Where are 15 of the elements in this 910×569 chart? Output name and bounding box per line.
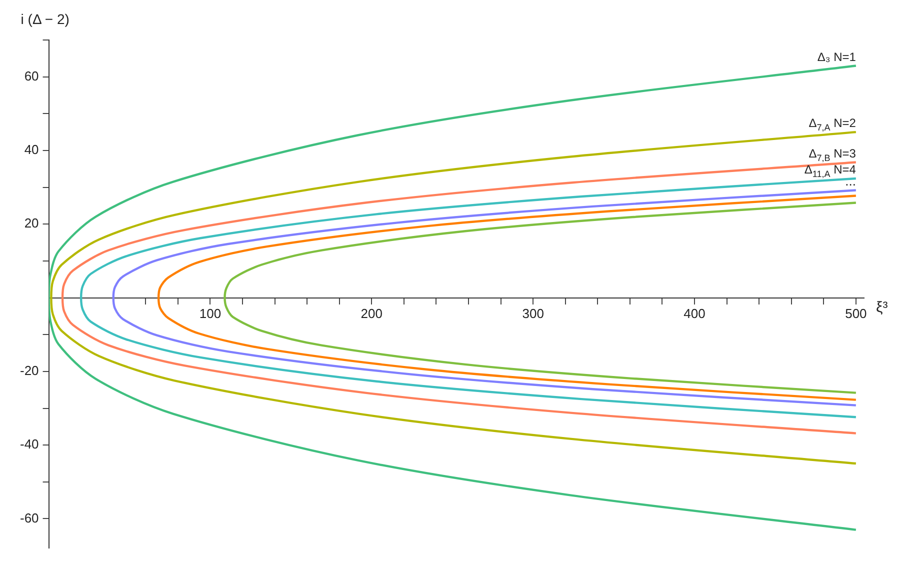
y-tick-label: -60 bbox=[20, 510, 39, 526]
y-tick-label: -20 bbox=[20, 363, 39, 378]
x-tick-label: 500 bbox=[845, 306, 867, 322]
x-axis-title: ξ³ bbox=[876, 298, 888, 316]
y-tick-label: 60 bbox=[24, 68, 39, 84]
y-axis-title: i (Δ − 2) bbox=[20, 11, 70, 27]
series-label: Δ₃ N=1 bbox=[817, 50, 856, 64]
x-tick-label: 300 bbox=[522, 306, 544, 322]
y-tick-label: 40 bbox=[24, 142, 39, 158]
x-tick-label: 400 bbox=[684, 306, 706, 322]
y-tick-label: -40 bbox=[20, 436, 39, 452]
annotation: ... bbox=[845, 173, 856, 188]
x-tick-label: 100 bbox=[199, 306, 222, 322]
x-tick-label: 200 bbox=[360, 306, 382, 322]
y-tick-label: 20 bbox=[24, 216, 39, 231]
